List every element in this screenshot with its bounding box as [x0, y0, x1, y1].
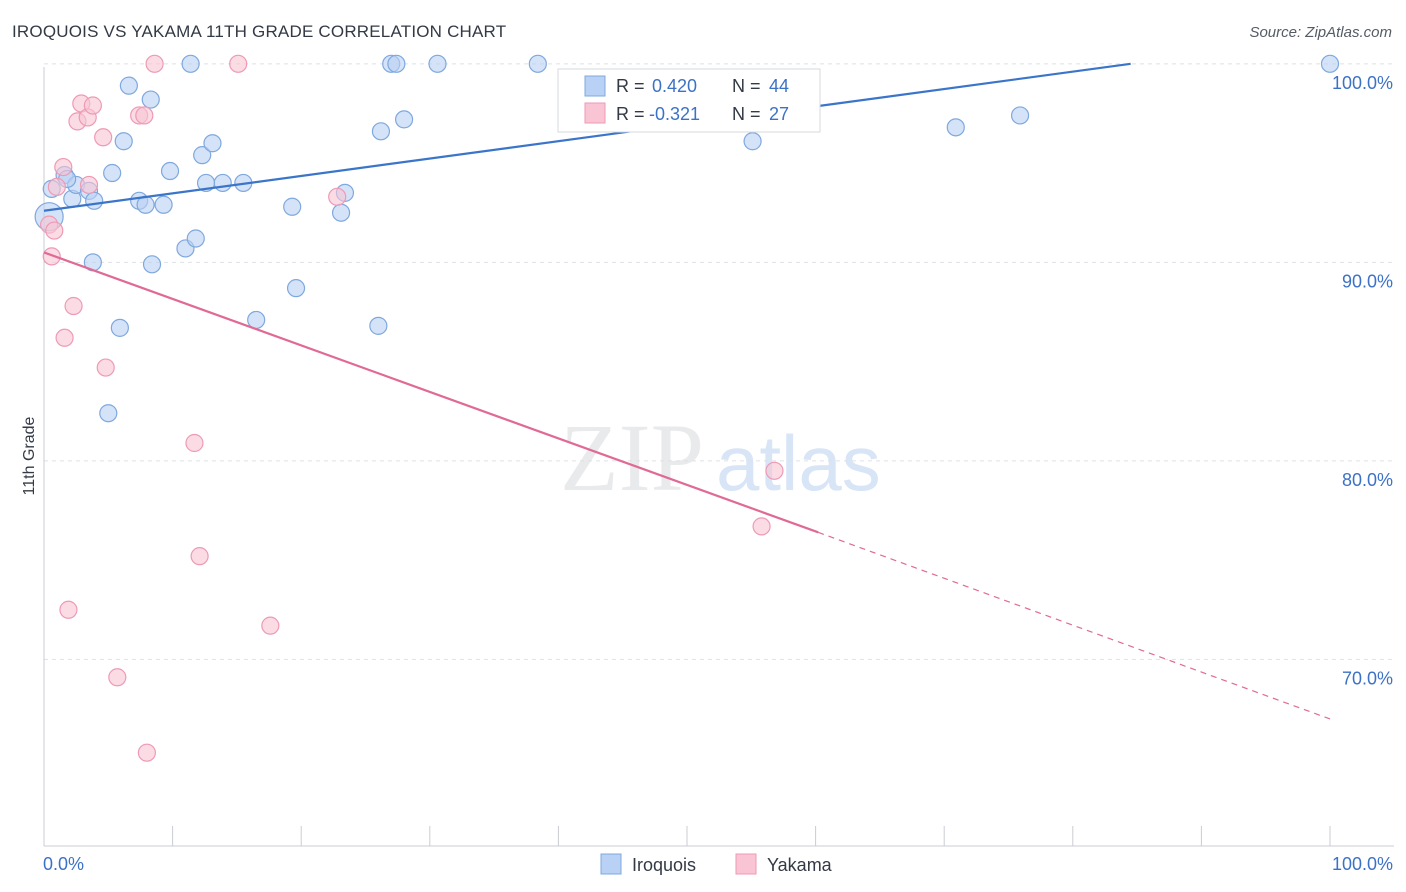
iroquois-point-29 [331, 203, 351, 222]
yakama-point-18 [190, 547, 209, 566]
iroquois-point-6 [85, 191, 104, 210]
y-axis-label: 11th Grade [21, 416, 38, 495]
watermark-zip: ZIP [560, 404, 704, 511]
iroquois-point-13 [141, 90, 160, 109]
y-tick-label-70: 70.0% [1342, 668, 1393, 688]
iroquois-point-38 [946, 118, 965, 137]
stats-r-label-yakama: R = [616, 104, 645, 124]
legend-swatch-yakama [735, 853, 757, 875]
iroquois-point-30 [369, 316, 388, 335]
iroquois-point-15 [154, 195, 173, 214]
stats-n-label-yakama: N = [732, 104, 761, 124]
iroquois-point-7 [103, 163, 122, 183]
yakama-point-2 [45, 221, 64, 240]
chart-title: IROQUOIS VS YAKAMA 11TH GRADE CORRELATIO… [12, 22, 507, 41]
yakama-point-22 [59, 600, 78, 619]
legend-label-yakama: Yakama [767, 855, 833, 875]
y-tick-label-100: 100.0% [1332, 73, 1393, 93]
yakama-point-17 [185, 433, 204, 453]
stats-r-value-iroquois: 0.420 [652, 76, 697, 96]
iroquois-trend-line [43, 62, 1131, 212]
tick-labels: 70.0% 80.0% 90.0% 100.0% 0.0% 100.0% [43, 73, 1393, 874]
yakama-point-19 [229, 54, 248, 73]
yakama-point-26 [765, 461, 784, 480]
iroquois-point-14 [142, 255, 162, 274]
watermark: ZIP atlas [560, 404, 881, 511]
yakama-point-15 [135, 106, 154, 125]
yakama-point-20 [261, 616, 280, 635]
chart-source: Source: ZipAtlas.com [1249, 24, 1392, 41]
yakama-point-1 [42, 247, 61, 266]
iroquois-point-10 [119, 76, 138, 95]
stats-n-label-iroquois: N = [732, 76, 761, 96]
iroquois-point-22 [203, 134, 222, 153]
iroquois-point-36 [528, 54, 547, 73]
stats-legend: R = 0.420 N = 44 R = -0.321 N = 27 [557, 68, 821, 133]
iroquois-point-18 [181, 54, 200, 73]
x-tick-label-min: 0.0% [43, 854, 84, 874]
y-tick-label-80: 80.0% [1342, 470, 1393, 490]
iroquois-point-23 [213, 173, 232, 193]
iroquois-point-16 [160, 161, 180, 181]
iroquois-point-42 [99, 404, 118, 423]
watermark-atlas: atlas [716, 419, 881, 507]
iroquois-point-40 [1320, 54, 1340, 73]
stats-swatch-iroquois [584, 75, 606, 97]
iroquois-point-9 [114, 132, 133, 151]
iroquois-point-39 [1010, 106, 1030, 125]
iroquois-point-41 [110, 318, 129, 337]
yakama-point-21 [328, 187, 347, 206]
yakama-point-12 [94, 128, 113, 147]
stats-n-value-iroquois: 44 [769, 76, 789, 96]
stats-swatch-yakama [584, 102, 606, 124]
yakama-point-13 [96, 358, 115, 377]
iroquois-point-37 [743, 132, 762, 151]
stats-r-value-yakama: -0.321 [649, 104, 700, 124]
iroquois-point-35 [428, 54, 447, 73]
yakama-trend-extension [817, 531, 1331, 720]
iroquois-point-19 [186, 229, 205, 248]
yakama-points [40, 54, 784, 762]
y-tick-label-90: 90.0% [1342, 271, 1393, 291]
legend-label-iroquois: Iroquois [632, 855, 696, 875]
yakama-point-24 [137, 743, 156, 762]
legend-swatch-iroquois [600, 853, 622, 875]
yakama-point-23 [108, 668, 127, 687]
grid-lines [44, 63, 1394, 660]
yakama-point-11 [83, 96, 102, 115]
iroquois-point-20 [193, 146, 212, 165]
yakama-point-4 [54, 157, 73, 177]
yakama-point-3 [47, 177, 66, 197]
trend-lines [43, 62, 1331, 720]
iroquois-point-26 [283, 197, 302, 216]
yakama-point-6 [55, 328, 74, 347]
x-tick-label-max: 100.0% [1332, 854, 1393, 874]
stats-n-value-yakama: 27 [769, 104, 789, 124]
stats-r-label-iroquois: R = [616, 76, 645, 96]
axes [43, 67, 1394, 847]
series-legend: Iroquois Yakama [600, 853, 833, 875]
yakama-point-16 [145, 54, 164, 73]
iroquois-point-27 [286, 279, 306, 298]
iroquois-point-34 [394, 110, 414, 129]
yakama-point-25 [752, 517, 771, 536]
yakama-point-10 [79, 175, 99, 195]
iroquois-point-33 [387, 54, 406, 73]
iroquois-point-31 [371, 122, 391, 141]
yakama-trend-line [43, 251, 819, 534]
yakama-point-5 [64, 296, 83, 316]
